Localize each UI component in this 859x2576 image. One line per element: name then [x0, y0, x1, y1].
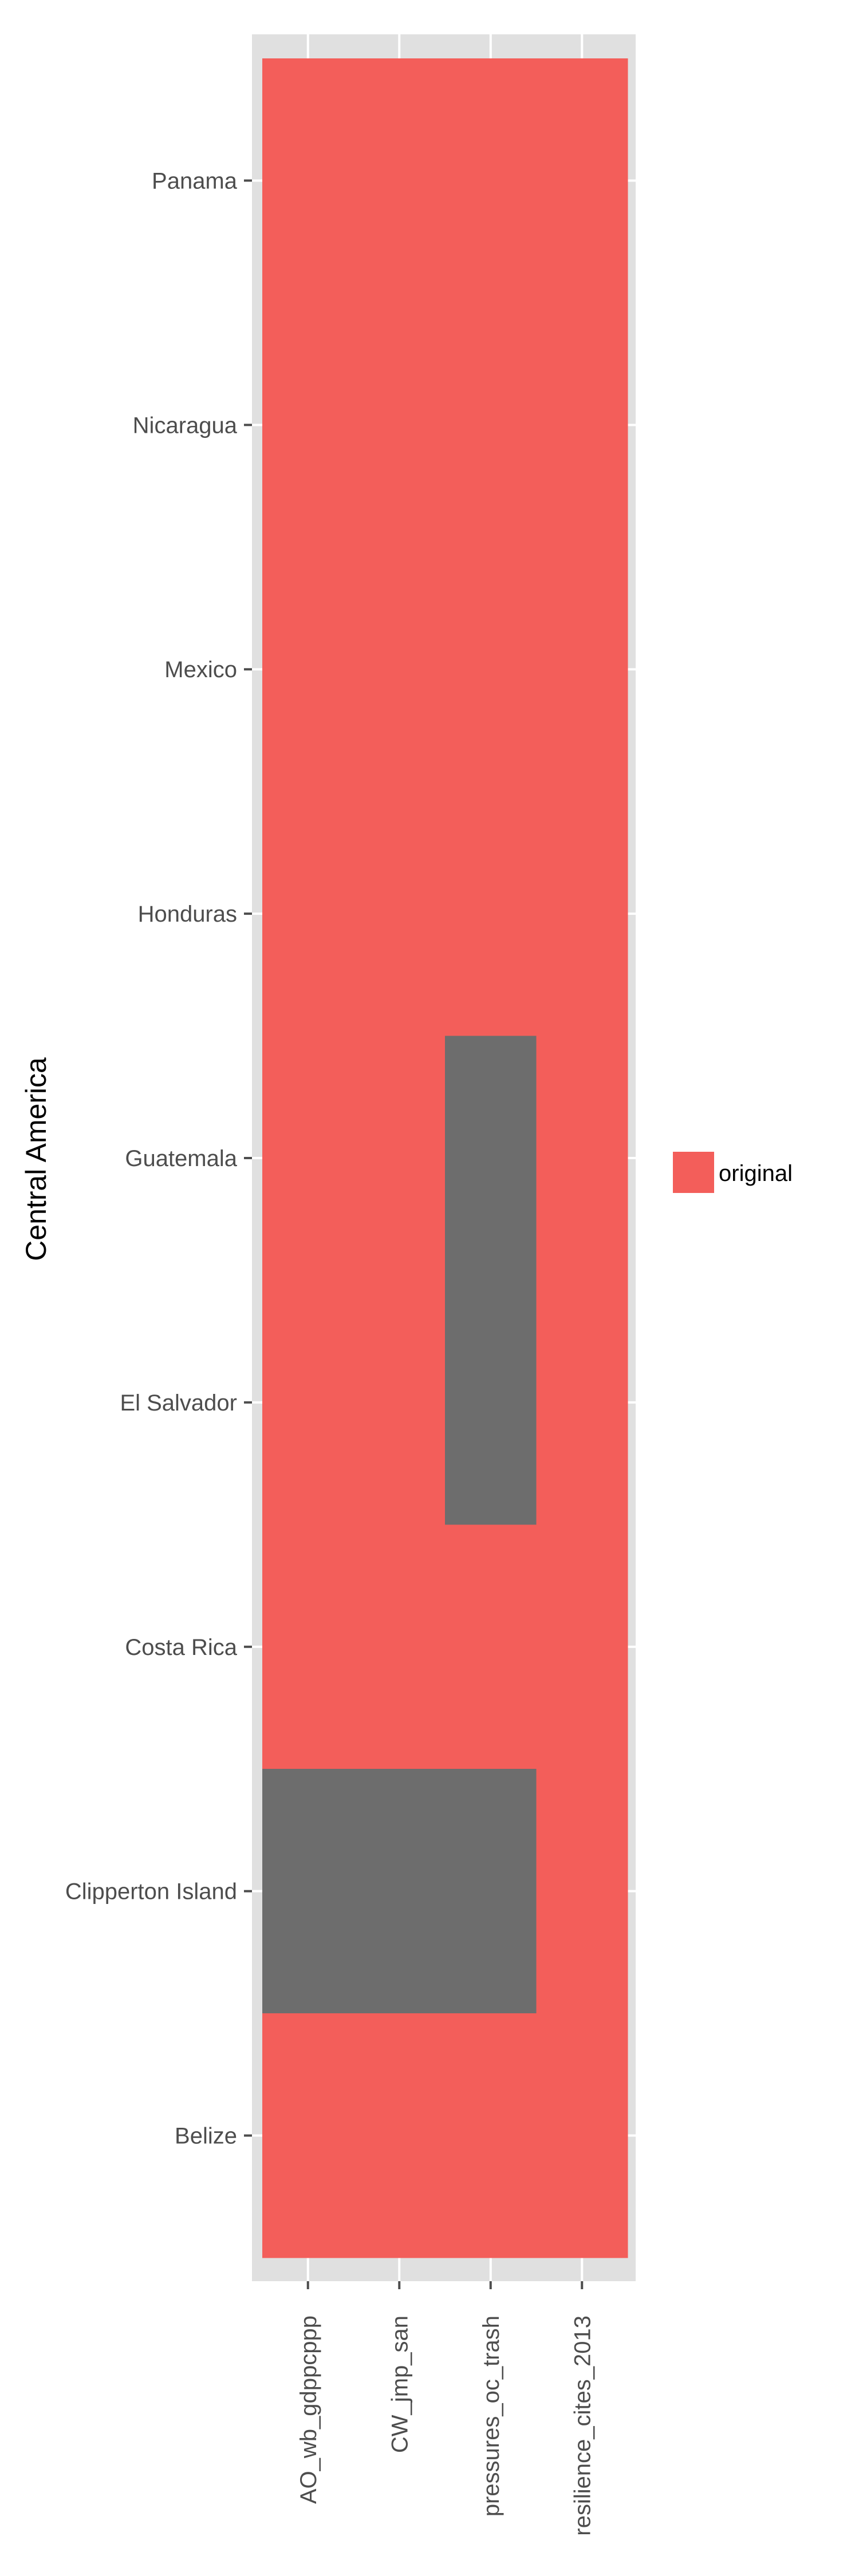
y-tick-label-7: Clipperton Island	[65, 1879, 237, 1905]
heatmap-cell-1-3	[536, 302, 628, 548]
heatmap-cell-4-3	[536, 1036, 628, 1281]
heatmap-cell-5-2	[445, 1280, 537, 1525]
legend: original	[673, 1152, 793, 1193]
y-tick-label-3: Honduras	[138, 902, 237, 927]
heatmap-cell-5-1	[353, 1280, 446, 1525]
heatmap-cell-0-0	[262, 58, 354, 303]
heatmap-cell-8-1	[353, 2013, 446, 2258]
y-tick-label-0: Panama	[152, 168, 238, 193]
heatmap-cell-4-2	[445, 1036, 537, 1281]
y-tick-label-6: Costa Rica	[125, 1635, 237, 1660]
y-tick-label-2: Mexico	[164, 657, 237, 682]
legend-label-original: original	[719, 1161, 793, 1186]
heatmap-cell-4-0	[262, 1036, 354, 1281]
heatmap-cell-3-0	[262, 791, 354, 1037]
heatmap-cell-2-3	[536, 547, 628, 792]
y-tick-label-5: El Salvador	[120, 1390, 237, 1416]
legend-key-original	[673, 1152, 714, 1193]
heatmap-cell-6-3	[536, 1524, 628, 1769]
y-tick-label-8: Belize	[175, 2124, 237, 2149]
heatmap-cell-5-0	[262, 1280, 354, 1525]
heatmap-cell-1-2	[445, 302, 537, 548]
x-tick-label-0: AO_wb_gdppcppp	[296, 2316, 321, 2504]
x-axis: AO_wb_gdppcppp CW_jmp_san pressures_oc_tra…	[296, 2281, 595, 2536]
heatmap-cell-0-3	[536, 58, 628, 303]
heatmap-cell-2-2	[445, 547, 537, 792]
heatmap-cell-7-0	[262, 1769, 354, 2014]
x-tick-label-2: pressures_oc_trash	[479, 2316, 504, 2516]
heatmap-cell-2-1	[353, 547, 446, 792]
heatmap-cell-2-0	[262, 547, 354, 792]
heatmap-cell-3-1	[353, 791, 446, 1037]
heatmap-cell-5-3	[536, 1280, 628, 1525]
y-tick-label-1: Nicaragua	[133, 413, 238, 438]
heatmap-cell-8-2	[445, 2013, 537, 2258]
y-tick-label-4: Guatemala	[125, 1146, 237, 1171]
heatmap-cell-3-3	[536, 791, 628, 1037]
heatmap-cell-7-1	[353, 1769, 446, 2014]
y-axis: Panama Nicaragua Mexico Honduras Guatemala El…	[65, 168, 252, 2149]
heatmap-cells	[262, 58, 628, 2258]
heatmap-cell-1-1	[353, 302, 446, 548]
heatmap-cell-7-2	[445, 1769, 537, 2014]
heatmap-cell-0-2	[445, 58, 537, 303]
heatmap-cell-3-2	[445, 791, 537, 1037]
y-axis-title: Central America	[20, 1057, 52, 1261]
heatmap-cell-1-0	[262, 302, 354, 548]
x-tick-label-1: CW_jmp_san	[387, 2316, 412, 2453]
x-tick-label-3: resilience_cites_2013	[570, 2316, 595, 2536]
heatmap-cell-6-2	[445, 1524, 537, 1769]
heatmap-cell-6-0	[262, 1524, 354, 1769]
heatmap-cell-6-1	[353, 1524, 446, 1769]
heatmap-cell-4-1	[353, 1036, 446, 1281]
heatmap-cell-8-3	[536, 2013, 628, 2258]
heatmap-cell-7-3	[536, 1769, 628, 2014]
heatmap-cell-8-0	[262, 2013, 354, 2258]
heatmap-cell-0-1	[353, 58, 446, 303]
